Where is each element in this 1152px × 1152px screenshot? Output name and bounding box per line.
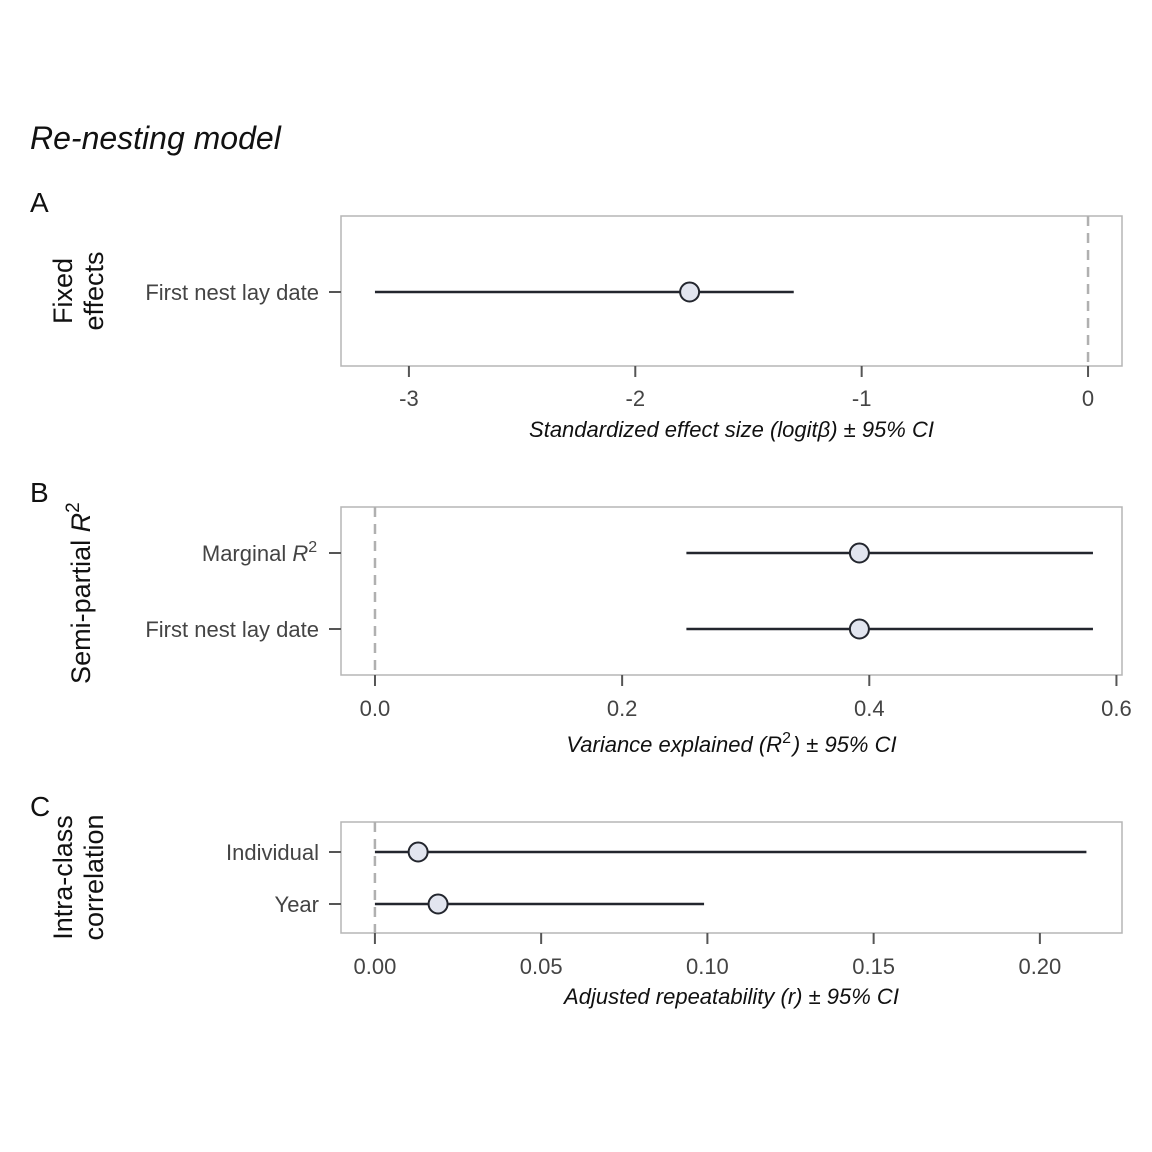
- x-tick-label: 0.15: [852, 954, 895, 979]
- estimate-point: [848, 542, 870, 564]
- panel-B: B Semi-partial R2 0.0 0.2 0.4 0.6 Variance ex…: [30, 477, 1132, 757]
- side-label: Semi-partial R2: [63, 500, 96, 684]
- x-tick-label: 0.4: [854, 696, 885, 721]
- estimate-point: [848, 618, 870, 640]
- panel-letter: B: [30, 477, 49, 508]
- side-label: effects: [79, 251, 109, 330]
- side-label: Intra-class: [48, 815, 78, 940]
- x-tick-label: 0.6: [1101, 696, 1132, 721]
- x-tick-label: 0: [1082, 386, 1094, 411]
- panels: A Fixed effects -3 -2 -1 0 Standardized effect …: [30, 187, 1132, 1009]
- side-label: Fixed: [48, 258, 78, 324]
- x-tick-label: -1: [852, 386, 872, 411]
- x-tick-label: 0.10: [686, 954, 729, 979]
- x-tick-label: 0.20: [1018, 954, 1061, 979]
- figure-title: Re-nesting model: [30, 120, 282, 156]
- x-tick-label: 0.05: [520, 954, 563, 979]
- panel-A: A Fixed effects -3 -2 -1 0 Standardized effect …: [30, 187, 1123, 442]
- x-tick-label: -3: [399, 386, 419, 411]
- panel-letter: C: [30, 791, 50, 822]
- y-tick-label: Year: [275, 892, 319, 917]
- x-axis-label: Adjusted repeatability (r) ± 95% CI: [562, 984, 899, 1009]
- plot-frame: [340, 506, 1123, 676]
- x-tick-label: 0.2: [607, 696, 638, 721]
- estimate-point: [407, 841, 429, 863]
- y-tick-label: First nest lay date: [145, 617, 319, 642]
- estimate-point: [427, 893, 449, 915]
- panel-letter: A: [30, 187, 49, 218]
- side-label: correlation: [79, 814, 109, 940]
- y-tick-label: Individual: [226, 840, 319, 865]
- x-axis-label: Standardized effect size (logitβ) ± 95% …: [529, 417, 934, 442]
- y-tick-label: First nest lay date: [145, 280, 319, 305]
- x-tick-label: 0.00: [353, 954, 396, 979]
- x-tick-label: 0.0: [360, 696, 391, 721]
- x-tick-label: -2: [626, 386, 646, 411]
- plot-frame: [340, 821, 1123, 934]
- y-tick-label: Marginal R2: [202, 539, 319, 566]
- x-axis-label: Variance explained (R2 ) ± 95% CI: [566, 730, 896, 757]
- estimate-point: [679, 281, 701, 303]
